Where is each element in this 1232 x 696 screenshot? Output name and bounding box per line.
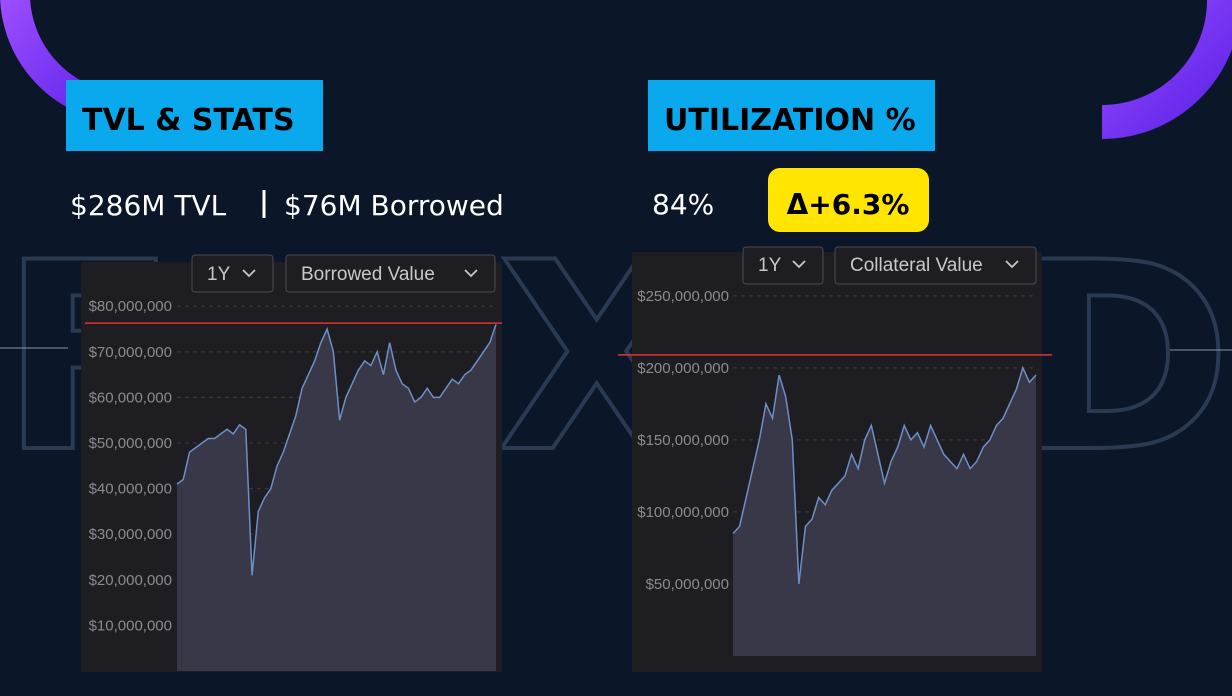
y-tick-label: $70,000,000 xyxy=(89,344,172,361)
y-tick-label: $250,000,000 xyxy=(637,288,729,305)
chevron xyxy=(1005,260,1019,269)
y-tick-label: $20,000,000 xyxy=(89,572,172,589)
line xyxy=(732,365,1037,585)
heading-box xyxy=(648,80,935,151)
chevron xyxy=(792,260,806,269)
dropdown[interactable] xyxy=(285,254,496,293)
dropdown-label[interactable]: Borrowed Value xyxy=(301,264,435,285)
dropdown[interactable] xyxy=(742,246,824,285)
chevron xyxy=(242,269,256,278)
dropdown-label[interactable]: 1Y xyxy=(758,255,782,276)
y-tick-label: $30,000,000 xyxy=(89,526,172,543)
stat: $286M TVL xyxy=(70,189,227,222)
deco-arc xyxy=(1101,0,1232,139)
line xyxy=(176,324,497,576)
y-tick-label: $50,000,000 xyxy=(89,435,172,452)
dropdown-label[interactable]: Collateral Value xyxy=(850,255,983,276)
heading-box xyxy=(66,80,323,151)
y-tick-label: $150,000,000 xyxy=(637,432,729,449)
stat: 84% xyxy=(652,188,714,221)
dropdown[interactable] xyxy=(191,254,274,293)
area xyxy=(733,367,1036,656)
badge-text: Δ+6.3% xyxy=(787,188,910,221)
y-tick-label: $80,000,000 xyxy=(89,298,172,315)
dropdown[interactable] xyxy=(834,246,1037,285)
y-tick-label: $40,000,000 xyxy=(89,481,172,498)
area xyxy=(177,324,496,671)
stat: $76M Borrowed xyxy=(284,189,504,222)
heading: UTILIZATION % xyxy=(664,103,916,138)
y-tick-label: $200,000,000 xyxy=(637,360,729,377)
y-tick-label: $50,000,000 xyxy=(646,576,729,593)
badge xyxy=(768,168,929,232)
y-tick-label: $100,000,000 xyxy=(637,504,729,521)
chevron xyxy=(464,269,478,278)
y-tick-label: $60,000,000 xyxy=(89,389,172,406)
dropdown-label[interactable]: 1Y xyxy=(207,264,231,285)
heading: TVL & STATS xyxy=(82,103,295,138)
y-tick-label: $10,000,000 xyxy=(89,617,172,634)
